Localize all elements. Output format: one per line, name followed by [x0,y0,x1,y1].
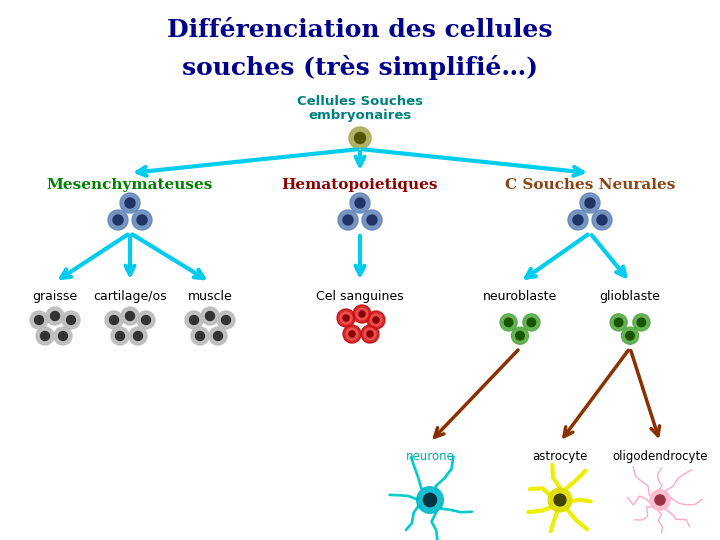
Circle shape [370,314,382,326]
Circle shape [573,215,583,225]
Circle shape [35,315,43,325]
Circle shape [356,308,368,320]
Circle shape [367,311,385,329]
Circle shape [343,215,353,225]
Circle shape [633,314,650,331]
Circle shape [649,490,670,510]
Circle shape [189,315,199,325]
Circle shape [361,325,379,343]
Circle shape [367,331,373,337]
Circle shape [217,311,235,329]
Circle shape [111,327,129,345]
Circle shape [132,210,152,230]
Circle shape [554,494,566,506]
Circle shape [614,318,623,327]
Circle shape [580,193,600,213]
Circle shape [54,327,72,345]
Circle shape [209,327,227,345]
Circle shape [115,332,125,341]
Circle shape [597,215,607,225]
Circle shape [504,318,513,327]
Circle shape [423,494,436,507]
Circle shape [338,210,358,230]
Text: Différenciation des cellules: Différenciation des cellules [167,18,553,42]
Circle shape [62,311,80,329]
Circle shape [373,317,379,323]
Circle shape [30,311,48,329]
Circle shape [367,215,377,225]
Text: glioblaste: glioblaste [600,290,660,303]
Circle shape [349,331,355,337]
Text: astrocyte: astrocyte [532,450,588,463]
Circle shape [592,210,612,230]
Text: souches (très simplifié…): souches (très simplifié…) [182,55,538,80]
Circle shape [196,332,204,341]
Circle shape [66,315,76,325]
Circle shape [346,328,358,340]
Text: cartilage/os: cartilage/os [93,290,167,303]
Circle shape [655,495,665,505]
Text: Mesenchymateuses: Mesenchymateuses [47,178,213,192]
Circle shape [214,332,222,341]
Circle shape [340,312,352,324]
Circle shape [516,332,524,340]
Circle shape [527,318,536,327]
Circle shape [621,327,639,345]
Text: Cellules Souches: Cellules Souches [297,95,423,108]
Circle shape [548,488,572,512]
Circle shape [523,314,540,331]
Circle shape [568,210,588,230]
Circle shape [500,314,517,331]
Circle shape [46,307,64,325]
Circle shape [350,193,370,213]
Text: Cel sanguines: Cel sanguines [316,290,404,303]
Text: embryonaires: embryonaires [308,109,412,122]
Circle shape [137,311,155,329]
Text: C Souches Neurales: C Souches Neurales [505,178,675,192]
Circle shape [108,210,128,230]
Circle shape [511,327,528,345]
Circle shape [362,210,382,230]
Text: muscle: muscle [188,290,233,303]
Text: oligodendrocyte: oligodendrocyte [612,450,708,463]
Text: graisse: graisse [32,290,78,303]
Circle shape [343,315,349,321]
Circle shape [343,325,361,343]
Circle shape [58,332,68,341]
Circle shape [191,327,209,345]
Circle shape [142,315,150,325]
Circle shape [185,311,203,329]
Circle shape [349,127,371,149]
Circle shape [626,332,634,340]
Circle shape [50,312,60,321]
Circle shape [353,305,371,323]
Circle shape [201,307,219,325]
Circle shape [354,132,366,144]
Circle shape [105,311,123,329]
Circle shape [355,198,365,208]
Circle shape [40,332,50,341]
Circle shape [137,215,147,225]
Circle shape [205,312,215,321]
Text: Hematopoietiques: Hematopoietiques [282,178,438,192]
Text: neurone: neurone [405,450,454,463]
Circle shape [36,327,54,345]
Circle shape [125,198,135,208]
Circle shape [133,332,143,341]
Circle shape [129,327,147,345]
Circle shape [364,328,376,340]
Circle shape [121,307,139,325]
Circle shape [125,312,135,321]
Circle shape [120,193,140,213]
Circle shape [585,198,595,208]
Circle shape [337,309,355,327]
Circle shape [113,215,123,225]
Circle shape [610,314,627,331]
Circle shape [109,315,119,325]
Circle shape [417,487,444,514]
Circle shape [359,311,365,317]
Circle shape [222,315,230,325]
Circle shape [637,318,646,327]
Text: neuroblaste: neuroblaste [483,290,557,303]
